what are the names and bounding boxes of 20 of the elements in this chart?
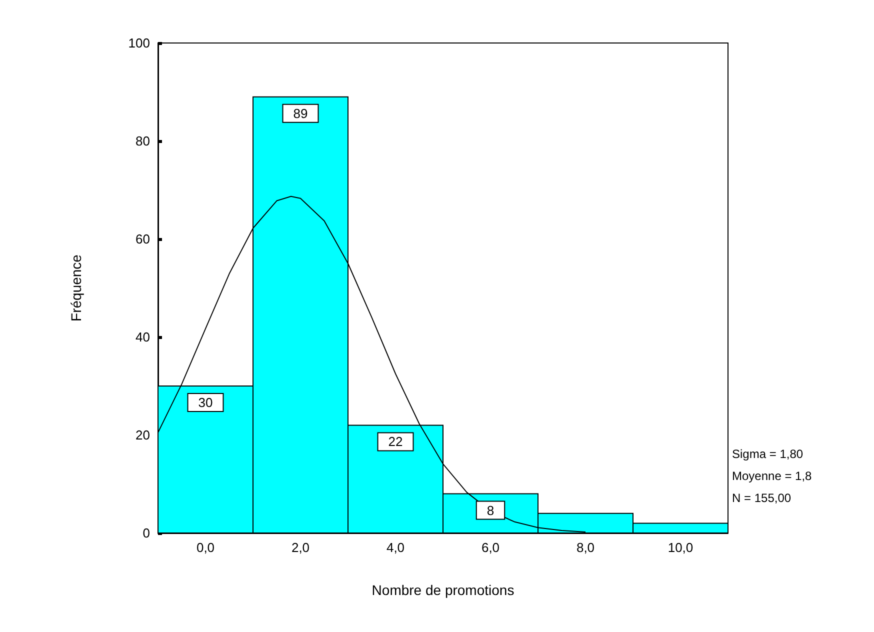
x-tick-label: 0,0: [196, 540, 215, 555]
y-tick-label: 40: [136, 330, 150, 344]
text: N = 155,00: [732, 491, 792, 505]
text: Sigma = 1,80: [732, 447, 804, 461]
text: Moyenne = 1,8: [732, 469, 812, 483]
data-label: 89: [293, 106, 308, 121]
y-tick-label: 100: [128, 36, 150, 50]
x-tick-label: 10,0: [668, 540, 694, 555]
y-tick-label: 60: [136, 232, 150, 246]
y-axis-title: Fréquence: [68, 254, 84, 322]
x-tick-label: 4,0: [386, 540, 405, 555]
x-tick-label: 8,0: [576, 540, 595, 555]
data-label: 30: [198, 395, 213, 410]
x-tick-label: 2,0: [291, 540, 310, 555]
data-label: 22: [388, 434, 403, 450]
x-axis-title: Nombre de promotions: [372, 582, 514, 598]
x-tick-label: 6,0: [481, 540, 500, 555]
y-tick-label: 80: [136, 134, 150, 148]
y-tick-label: 0: [142, 526, 150, 540]
y-tick-label: 20: [136, 428, 150, 442]
